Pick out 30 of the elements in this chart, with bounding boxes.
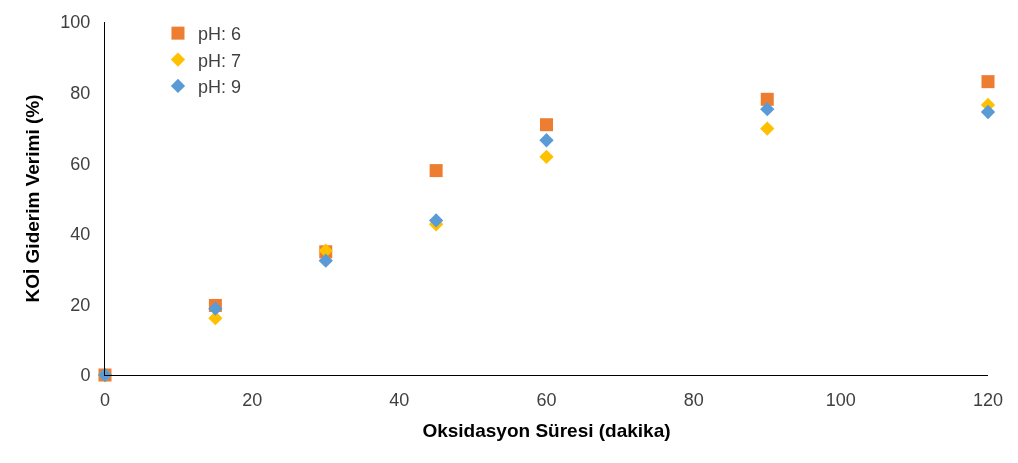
x-tick-label: 60: [536, 389, 557, 410]
x-axis-title: Oksidasyon Süresi (dakika): [422, 420, 671, 442]
point: [208, 301, 223, 316]
point: [981, 75, 995, 89]
point: [540, 118, 553, 132]
x-tick-label: 120: [972, 389, 1004, 410]
point: [428, 213, 444, 228]
x-tick-label: 20: [242, 389, 263, 410]
point: [539, 149, 554, 164]
y-tick-label: 100: [60, 12, 91, 33]
x-tick-label: 0: [99, 389, 111, 410]
point: [429, 164, 443, 178]
point: [980, 104, 996, 120]
point: [760, 102, 775, 117]
y-tick-label: 60: [70, 153, 91, 174]
legend-label: pH: 6: [197, 24, 242, 45]
point: [318, 253, 333, 268]
point: [760, 92, 774, 106]
y-tick-label: 20: [70, 294, 91, 315]
x-tick-label: 100: [825, 389, 856, 410]
x-tick-label: 40: [389, 389, 410, 410]
y-tick-label: 40: [70, 224, 91, 245]
legend-label: pH: 7: [197, 50, 242, 71]
y-axis-title: KOİ Giderim Verimi (%): [22, 94, 44, 303]
legend-label: pH: 9: [197, 76, 242, 97]
y-tick-label: 80: [70, 82, 91, 103]
point: [539, 133, 554, 148]
point: [760, 121, 775, 136]
x-tick-label: 80: [683, 389, 704, 410]
y-tick-label: 0: [80, 365, 91, 386]
